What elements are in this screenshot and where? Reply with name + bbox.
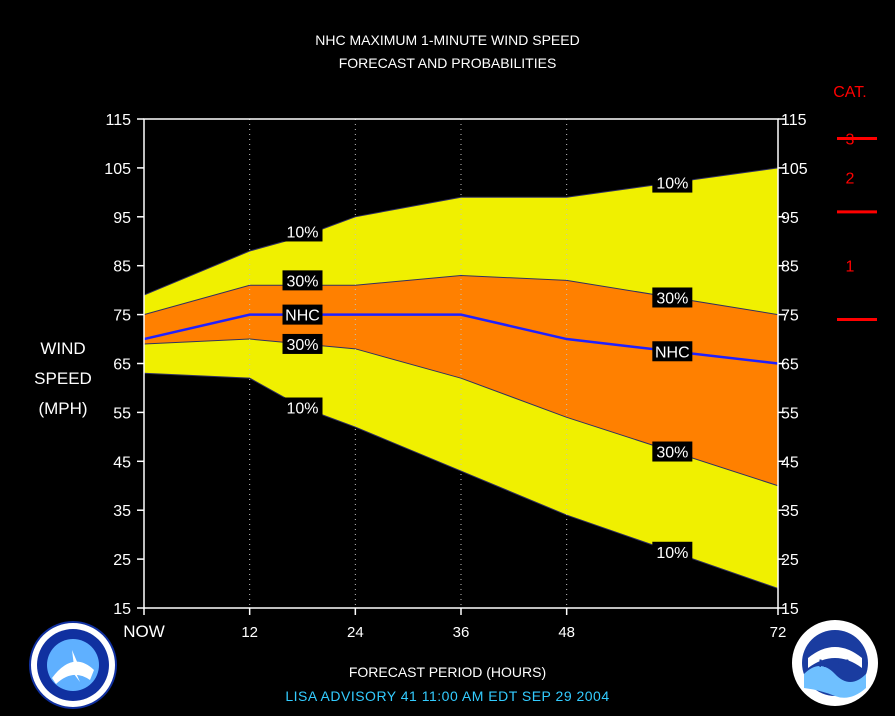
x-tick-label: 12 xyxy=(241,624,258,641)
annotation-label: 30% xyxy=(286,337,318,354)
y-tick-label-right: 25 xyxy=(781,552,799,569)
y-tick-label-left: 35 xyxy=(113,503,131,520)
noaa-logo: NOAA xyxy=(790,618,880,713)
annotation-label: 30% xyxy=(656,445,688,462)
annotation-box xyxy=(282,270,323,291)
y-tick-label-right: 35 xyxy=(781,503,799,520)
chart-title-line1: NHC MAXIMUM 1-MINUTE WIND SPEED xyxy=(315,32,580,48)
y-tick-label-right: 85 xyxy=(781,259,799,276)
y-tick-label-left: 105 xyxy=(104,161,131,178)
svg-text:NOAA: NOAA xyxy=(819,658,851,670)
boundary-upper-10 xyxy=(143,167,779,296)
annotation-box xyxy=(652,341,693,362)
y-tick-label-right: 95 xyxy=(781,210,799,227)
y-tick-label-right: 105 xyxy=(781,161,808,178)
y-tick-label-right: 65 xyxy=(781,357,799,374)
annotation-label: 10% xyxy=(286,224,318,241)
annotation-box xyxy=(652,441,693,462)
y-tick-label-left: 15 xyxy=(113,601,131,618)
annotation-label: 10% xyxy=(656,545,688,562)
annotation-label: 30% xyxy=(656,290,688,307)
boundary-lower-10 xyxy=(143,372,779,589)
annotation-label: NHC xyxy=(655,344,690,361)
y-axis-label-line1: WIND xyxy=(40,339,86,358)
x-tick-label: 72 xyxy=(770,624,787,641)
category-label-2: 2 xyxy=(846,171,855,188)
y-tick-label-left: 25 xyxy=(113,552,131,569)
annotation-box xyxy=(282,221,323,242)
x-tick-label: 48 xyxy=(558,624,575,641)
y-tick-label-left: 115 xyxy=(105,112,131,129)
y-tick-label-right: 115 xyxy=(781,112,807,129)
y-axis-label-line2: SPEED xyxy=(34,369,92,388)
x-tick-label: 24 xyxy=(347,624,364,641)
y-tick-label-left: 55 xyxy=(113,405,131,422)
annotation-box xyxy=(282,397,323,418)
x-axis-label: FORECAST PERIOD (HOURS) xyxy=(348,664,547,680)
y-tick-label-left: 45 xyxy=(113,454,131,471)
x-tick-label: 36 xyxy=(453,624,470,641)
annotation-box xyxy=(652,172,693,193)
band-30-percent xyxy=(144,275,778,486)
chart-title-line2: FORECAST AND PROBABILITIES xyxy=(338,55,557,71)
y-tick-label-right: 55 xyxy=(781,405,799,422)
annotation-label: 10% xyxy=(656,176,688,193)
y-tick-label-right: 15 xyxy=(781,601,799,618)
annotation-label: 10% xyxy=(286,401,318,418)
x-tick-label: NOW xyxy=(123,622,165,641)
category-header: CAT. xyxy=(833,84,866,101)
advisory-footer: LISA ADVISORY 41 11:00 AM EDT SEP 29 200… xyxy=(285,688,610,704)
y-tick-label-right: 75 xyxy=(781,308,799,325)
annotation-box xyxy=(282,333,323,354)
y-tick-label-left: 95 xyxy=(113,210,131,227)
y-tick-label-left: 85 xyxy=(113,259,131,276)
y-axis-label-line3: (MPH) xyxy=(38,399,88,418)
annotation-label: 30% xyxy=(286,273,318,290)
annotation-box xyxy=(652,287,693,308)
annotation-box xyxy=(652,541,693,562)
nws-logo xyxy=(28,620,118,715)
y-tick-label-right: 45 xyxy=(781,454,799,471)
boundary-upper-30 xyxy=(143,274,779,316)
annotation-label: NHC xyxy=(285,308,320,325)
y-tick-label-left: 75 xyxy=(113,308,131,325)
category-label-1: 1 xyxy=(846,259,855,276)
y-tick-label-left: 65 xyxy=(113,357,131,374)
nhc-forecast-line xyxy=(143,313,779,365)
annotation-box xyxy=(282,304,323,325)
